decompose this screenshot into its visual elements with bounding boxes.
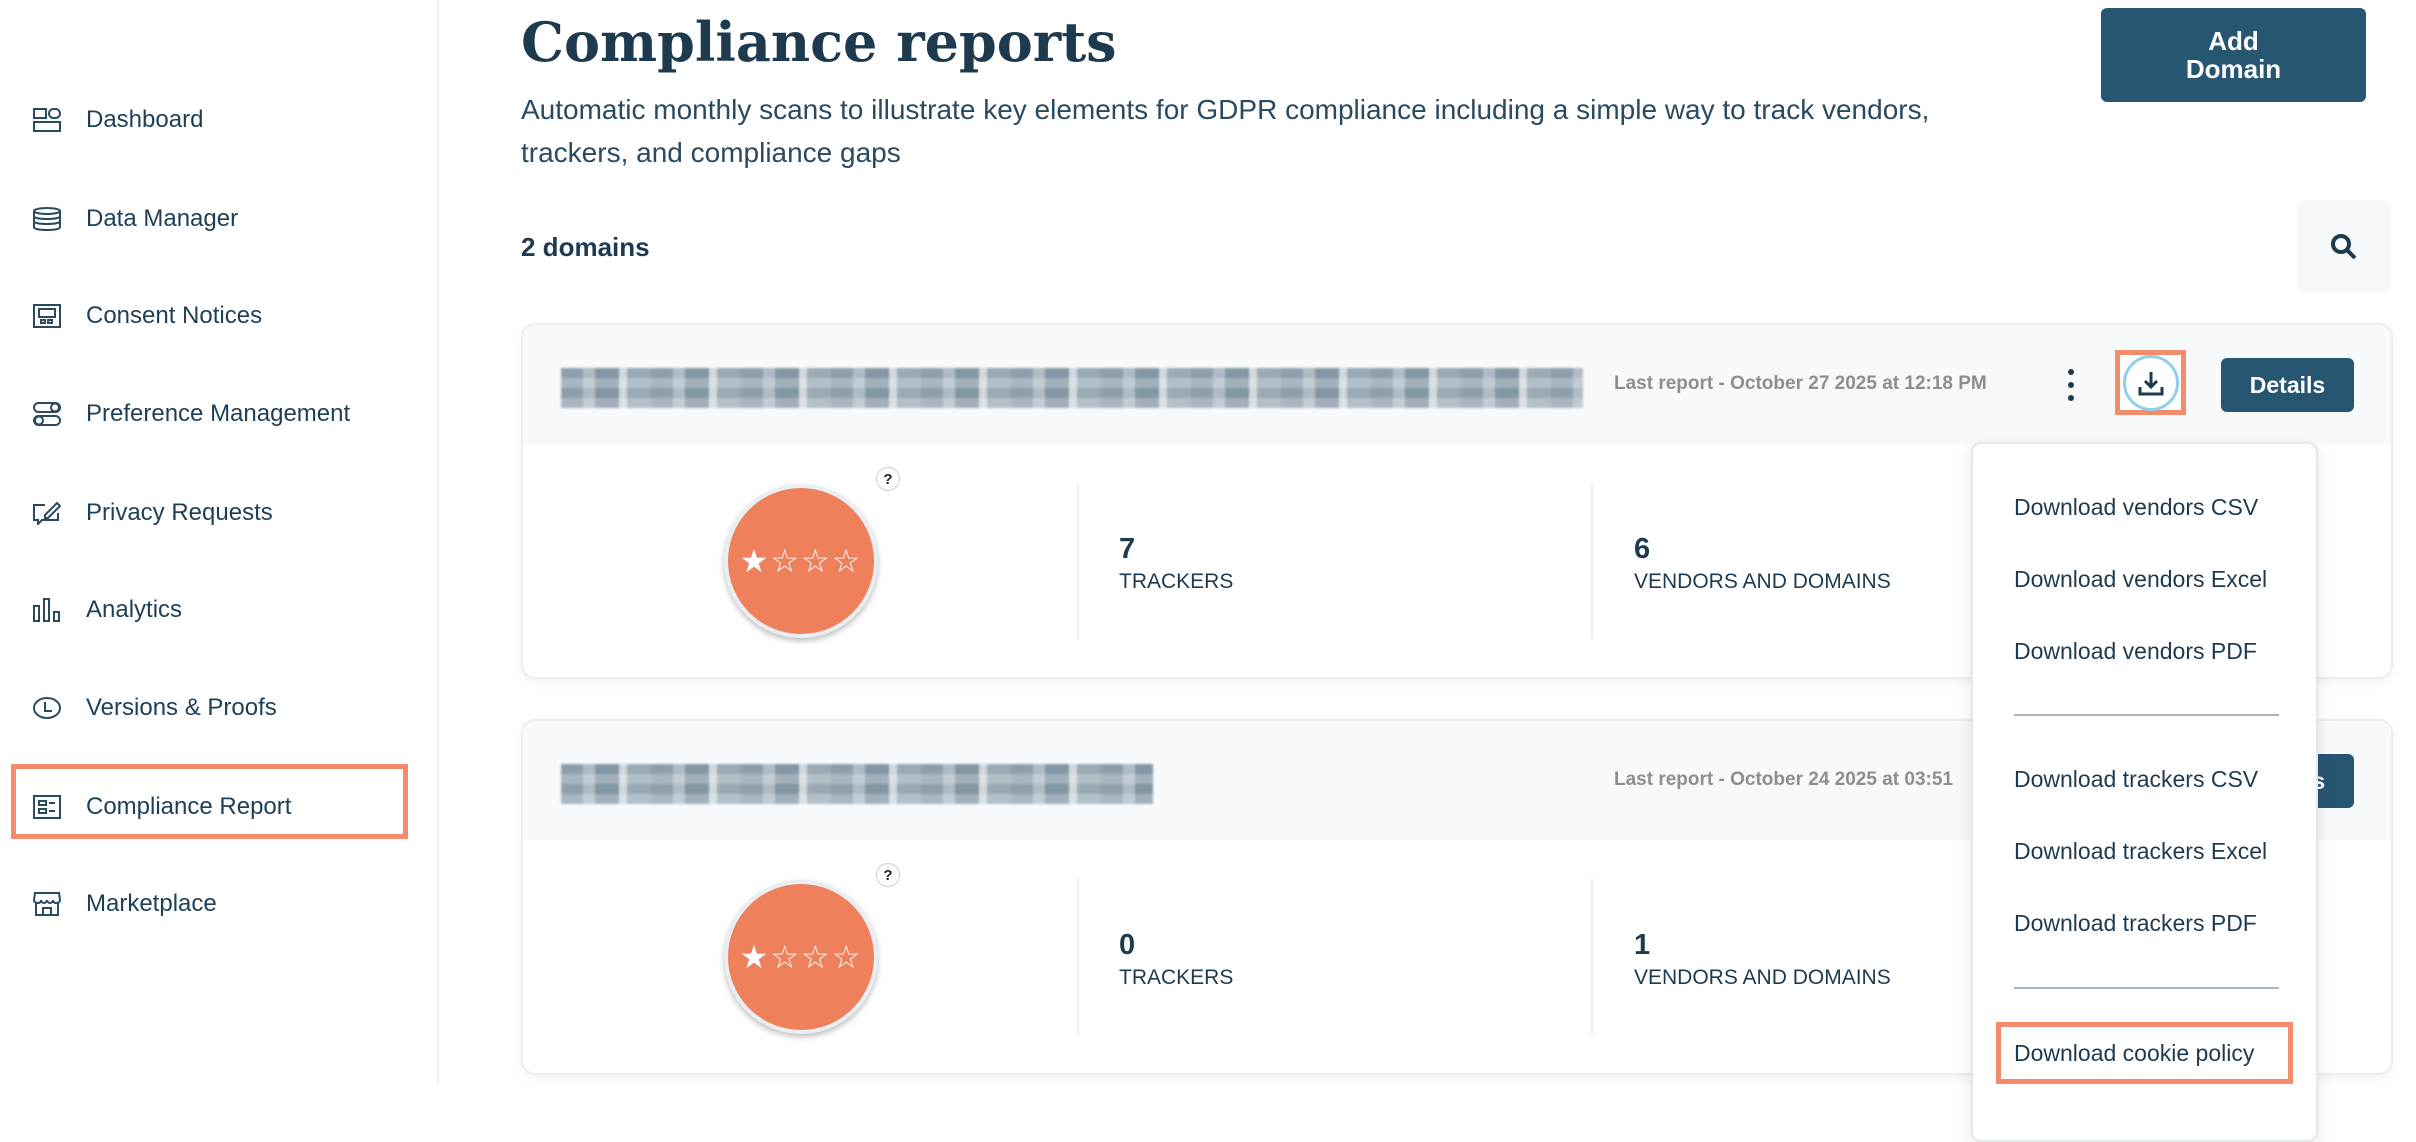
menu-item-download-vendors-excel[interactable]: Download vendors Excel <box>2014 566 2268 592</box>
store-icon <box>32 889 62 919</box>
trackers-count: 0 <box>1119 929 1136 961</box>
sidebar-item-label: Analytics <box>86 596 183 623</box>
sidebar-item-consent-notices[interactable]: Consent Notices <box>0 286 439 346</box>
vendors-stat: 6 VENDORS AND DOMAINS <box>1634 533 1891 594</box>
sidebar-item-preference-management[interactable]: Preference Management <box>0 384 439 444</box>
help-icon[interactable]: ? <box>876 467 900 491</box>
download-icon <box>2138 371 2163 395</box>
database-icon <box>32 204 62 234</box>
sidebar-item-dashboard[interactable]: Dashboard <box>0 90 439 150</box>
clock-icon <box>32 693 62 723</box>
sidebar: Dashboard Data Manager Consent Notices P… <box>0 0 439 1084</box>
consent-notice-icon <box>32 301 62 331</box>
add-domain-button[interactable]: Add Domain <box>2101 8 2366 102</box>
menu-divider <box>2014 987 2279 989</box>
search-button[interactable] <box>2298 200 2390 293</box>
domain-name-redacted <box>561 368 1583 408</box>
menu-item-highlight <box>1996 1022 2293 1084</box>
domain-count: 2 domains <box>521 232 650 262</box>
menu-item-download-trackers-pdf[interactable]: Download trackers PDF <box>2014 910 2257 936</box>
sidebar-item-analytics[interactable]: Analytics <box>0 580 439 640</box>
toggles-icon <box>32 399 62 429</box>
sidebar-item-label: Data Manager <box>86 205 239 232</box>
menu-divider <box>2014 714 2279 716</box>
trackers-label: TRACKERS <box>1119 966 1234 989</box>
menu-item-download-vendors-pdf[interactable]: Download vendors PDF <box>2014 638 2257 664</box>
download-button[interactable] <box>2115 350 2186 415</box>
sidebar-item-label: Compliance Report <box>86 793 292 820</box>
divider <box>1591 879 1593 1035</box>
sidebar-item-label: Versions & Proofs <box>86 694 277 721</box>
vendors-count: 1 <box>1634 929 1651 961</box>
details-button[interactable]: Details <box>2221 358 2354 412</box>
bar-chart-icon <box>32 595 62 625</box>
trackers-label: TRACKERS <box>1119 570 1234 593</box>
vendors-label: VENDORS AND DOMAINS <box>1634 966 1891 989</box>
sidebar-item-label: Privacy Requests <box>86 499 273 526</box>
divider <box>1077 483 1079 639</box>
sidebar-item-label: Dashboard <box>86 106 204 133</box>
last-report-date: Last report - October 24 2025 at 03:51 <box>1614 769 1953 790</box>
report-icon <box>32 792 62 822</box>
sidebar-item-versions-proofs[interactable]: Versions & Proofs <box>0 678 439 738</box>
domain-name-redacted <box>561 764 1153 804</box>
edit-request-icon <box>32 498 62 528</box>
sidebar-item-label: Marketplace <box>86 890 217 917</box>
sidebar-item-label: Preference Management <box>86 400 351 427</box>
divider <box>1591 483 1593 639</box>
sidebar-item-data-manager[interactable]: Data Manager <box>0 189 439 249</box>
page-title: Compliance reports <box>521 10 1117 74</box>
search-icon <box>2331 233 2357 259</box>
active-item-highlight <box>11 764 408 839</box>
trackers-stat: 7 TRACKERS <box>1119 533 1233 594</box>
add-domain-label: Add Domain <box>2185 26 2282 84</box>
last-report-date: Last report - October 27 2025 at 12:18 P… <box>1614 373 1987 394</box>
menu-item-download-trackers-csv[interactable]: Download trackers CSV <box>2014 766 2259 792</box>
download-dropdown-menu: Download vendors CSV Download vendors Ex… <box>1971 442 2318 1142</box>
vendors-stat: 1 VENDORS AND DOMAINS <box>1634 929 1891 990</box>
divider <box>1077 879 1079 1035</box>
trackers-count: 7 <box>1119 533 1136 565</box>
dashboard-icon <box>32 105 62 135</box>
help-icon[interactable]: ? <box>876 863 900 887</box>
sidebar-item-label: Consent Notices <box>86 302 263 329</box>
rating-badge: ★☆☆☆ <box>724 484 878 638</box>
more-options-icon[interactable] <box>2061 365 2081 405</box>
sidebar-item-marketplace[interactable]: Marketplace <box>0 874 439 934</box>
vendors-count: 6 <box>1634 533 1651 565</box>
rating-badge: ★☆☆☆ <box>724 880 878 1034</box>
domain-card: Last report - October 27 2025 at 12:18 P… <box>521 323 2393 679</box>
menu-item-download-trackers-excel[interactable]: Download trackers Excel <box>2014 838 2268 864</box>
sidebar-item-compliance-report[interactable]: Compliance Report <box>0 777 439 837</box>
vendors-label: VENDORS AND DOMAINS <box>1634 570 1891 593</box>
menu-item-download-cookie-policy[interactable]: Download cookie policy <box>2014 1040 2255 1066</box>
menu-item-download-vendors-csv[interactable]: Download vendors CSV <box>2014 494 2259 520</box>
sidebar-item-privacy-requests[interactable]: Privacy Requests <box>0 483 439 543</box>
trackers-stat: 0 TRACKERS <box>1119 929 1233 990</box>
card-header: Last report - October 27 2025 at 12:18 P… <box>523 325 2391 444</box>
page-subtitle: Automatic monthly scans to illustrate ke… <box>521 94 1930 168</box>
